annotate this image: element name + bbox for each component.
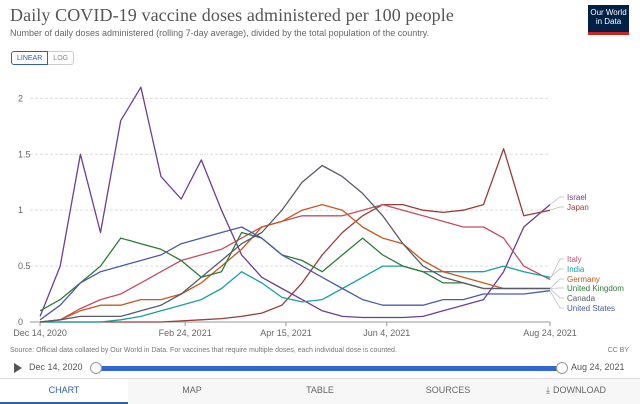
x-tick-label: Aug 24, 2021 <box>523 328 577 338</box>
legend-label[interactable]: United States <box>567 304 615 313</box>
timeline-track[interactable] <box>96 366 562 371</box>
y-axis: 0 0.5 1 1.5 2 <box>18 93 31 327</box>
legend-label[interactable]: Italy <box>567 255 582 264</box>
y-tick-label: 1 <box>18 205 23 215</box>
legend-leader-line <box>550 288 564 298</box>
y-tick-label: 1.5 <box>18 149 31 159</box>
legend-label[interactable]: Israel <box>567 193 587 202</box>
series-line-india[interactable] <box>40 266 550 322</box>
source-note: Source: Official data collated by Our Wo… <box>10 347 397 354</box>
x-tick-label: Dec 14, 2020 <box>13 328 67 338</box>
timeline-start-label: Dec 14, 2020 <box>29 362 83 372</box>
series-line-united-states[interactable] <box>40 227 550 320</box>
x-tick-label: Apr 15, 2021 <box>260 328 312 338</box>
timeline-end-label: Aug 24, 2021 <box>571 362 625 372</box>
legend-label[interactable]: Germany <box>567 275 600 284</box>
download-label: DOWNLOAD <box>553 385 606 395</box>
legend-leader-line <box>550 269 564 277</box>
tab-map[interactable]: MAP <box>128 379 256 404</box>
legend-label[interactable]: Canada <box>567 294 596 303</box>
legend-leader-line <box>550 207 564 210</box>
legend-label[interactable]: Japan <box>567 203 589 212</box>
legend-leader-line <box>550 197 564 205</box>
series-line-italy[interactable] <box>40 205 550 322</box>
y-tick-label: 0 <box>18 317 23 327</box>
y-tick-label: 2 <box>18 93 23 103</box>
tab-table[interactable]: TABLE <box>256 379 384 404</box>
legend-leader-line <box>550 291 564 308</box>
legend-leader-line <box>550 279 564 288</box>
x-tick-label: Feb 24, 2021 <box>159 328 212 338</box>
tab-download[interactable]: ⤓DOWNLOAD <box>512 379 640 404</box>
series-line-israel[interactable] <box>40 87 550 317</box>
line-chart: 0 0.5 1 1.5 2 Dec 14, 2020 Feb 24, 2021 Apr 15… <box>0 0 640 345</box>
tab-sources[interactable]: SOURCES <box>384 379 512 404</box>
x-axis: Dec 14, 2020 Feb 24, 2021 Apr 15, 2021 Jun … <box>13 322 576 338</box>
tab-bar: CHART MAP TABLE SOURCES ⤓DOWNLOAD <box>0 378 640 404</box>
series-lines <box>40 87 550 322</box>
timeline-end-handle[interactable] <box>556 362 568 374</box>
x-tick-label: Jun 4, 2021 <box>363 328 410 338</box>
timeline-slider: Dec 14, 2020 Aug 24, 2021 <box>0 358 640 378</box>
grid-lines <box>30 98 550 322</box>
legend-label[interactable]: India <box>567 265 585 274</box>
series-line-germany[interactable] <box>40 205 550 322</box>
timeline-start-handle[interactable] <box>90 362 102 374</box>
y-tick-label: 0.5 <box>18 261 31 271</box>
download-icon: ⤓ <box>546 379 550 401</box>
legend-label[interactable]: United Kingdom <box>567 284 624 293</box>
license-label[interactable]: CC BY <box>608 347 629 354</box>
play-icon[interactable] <box>14 363 22 373</box>
tab-chart[interactable]: CHART <box>0 379 128 404</box>
